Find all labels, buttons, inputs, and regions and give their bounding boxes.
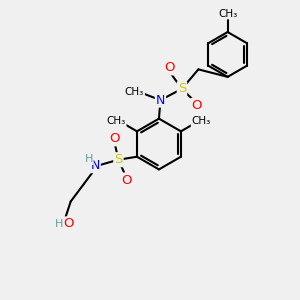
Text: O: O xyxy=(164,61,175,74)
Text: N: N xyxy=(91,159,100,172)
Text: CH₃: CH₃ xyxy=(106,116,126,127)
Text: O: O xyxy=(121,173,132,187)
Text: O: O xyxy=(191,99,202,112)
Text: CH₃: CH₃ xyxy=(218,8,237,19)
Text: CH₃: CH₃ xyxy=(125,87,144,97)
Text: O: O xyxy=(64,218,74,230)
Text: S: S xyxy=(114,153,123,166)
Text: H: H xyxy=(84,154,93,164)
Text: S: S xyxy=(178,82,186,95)
Text: O: O xyxy=(110,132,120,145)
Text: CH₃: CH₃ xyxy=(192,116,211,127)
Text: N: N xyxy=(156,94,165,106)
Text: H: H xyxy=(55,219,63,229)
